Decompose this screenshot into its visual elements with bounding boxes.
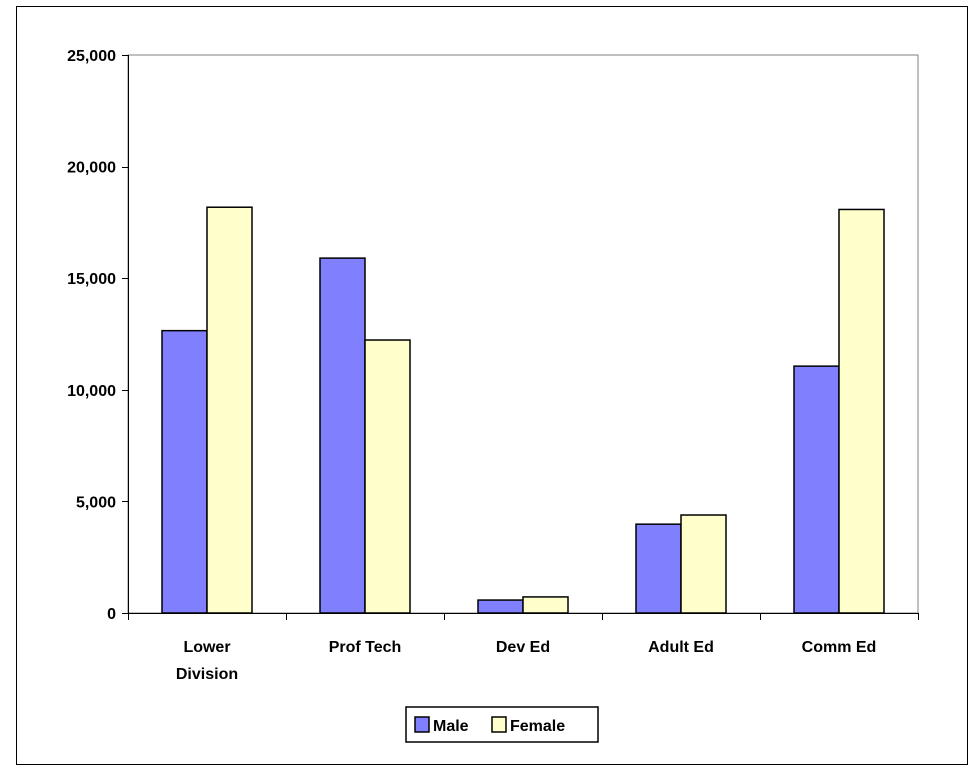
x-tick-label: Comm Ed [802, 639, 877, 656]
axes [122, 55, 919, 620]
bars [161, 206, 885, 614]
bar-female-4 [838, 208, 885, 614]
x-tick-label: Prof Tech [329, 639, 402, 656]
y-tick-label: 15,000 [67, 271, 116, 288]
x-axis-ticks: Lower Division Prof Tech Dev Ed Adult Ed Comm… [176, 639, 876, 683]
bar-male-4 [793, 365, 840, 614]
legend-swatch-female [491, 716, 507, 733]
y-axis-ticks: 0 5,000 10,000 15,000 20,000 25,000 [67, 48, 116, 623]
y-tick-label: 5,000 [76, 494, 116, 511]
y-tick-label: 10,000 [67, 383, 116, 400]
bar-male-0 [161, 329, 208, 614]
bar-female-0 [206, 206, 253, 614]
y-tick-label: 0 [107, 606, 116, 623]
y-tick-label: 20,000 [67, 160, 116, 177]
x-tick-label: Dev Ed [496, 639, 550, 656]
legend: Male Female [405, 706, 599, 743]
legend-label-male: Male [433, 718, 469, 735]
bar-male-1 [319, 257, 366, 614]
bar-female-3 [680, 514, 727, 614]
bar-female-1 [364, 339, 411, 614]
bar-male-3 [635, 523, 682, 614]
bar-female-2 [522, 596, 569, 614]
bar-male-2 [477, 599, 524, 614]
x-tick-label: Lower Division [176, 639, 238, 683]
legend-swatch-male [414, 716, 430, 733]
x-tick-label: Adult Ed [648, 639, 714, 656]
legend-label-female: Female [510, 718, 565, 735]
y-tick-label: 25,000 [67, 48, 116, 65]
